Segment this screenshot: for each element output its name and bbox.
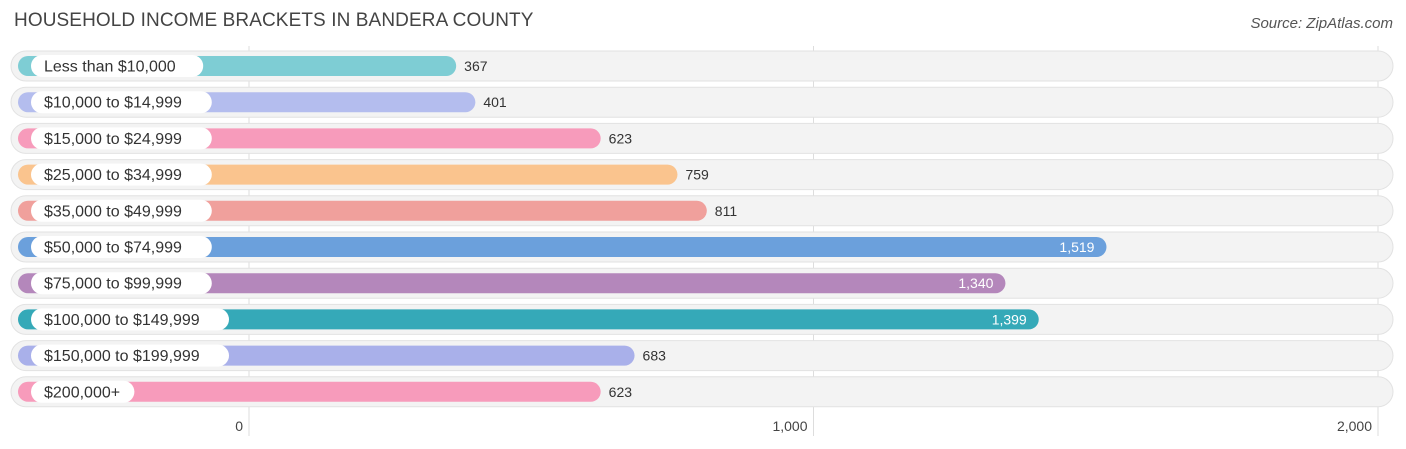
- bar-row: $200,000+ 623: [10, 376, 1394, 408]
- bar-row: $25,000 to $34,999 759: [10, 159, 1394, 191]
- category-label: $75,000 to $99,999: [44, 276, 182, 293]
- category-pill: [31, 91, 212, 114]
- category-pill: [31, 127, 212, 150]
- category-pill: [31, 344, 229, 367]
- category-pill: [31, 236, 212, 258]
- bar-row: $75,000 to $99,999 1,340: [10, 267, 1394, 299]
- bar-row: $35,000 to $49,999 811: [10, 195, 1394, 227]
- bar-row: $15,000 to $24,999 623: [10, 122, 1394, 154]
- value-label: 759: [685, 167, 709, 183]
- chart-title: HOUSEHOLD INCOME BRACKETS IN BANDERA COU…: [14, 10, 534, 31]
- category-label: $100,000 to $149,999: [44, 312, 200, 329]
- value-label: 367: [464, 58, 488, 74]
- value-label: 1,519: [1059, 239, 1094, 255]
- category-pill: [31, 272, 212, 295]
- tick-label: 0: [235, 418, 243, 434]
- bar-row: $50,000 to $74,999 1,519: [10, 231, 1394, 263]
- value-label: 683: [643, 348, 667, 364]
- tick-label: 2,000: [1337, 418, 1372, 434]
- bar: [18, 273, 1006, 294]
- category-label: $10,000 to $14,999: [44, 95, 182, 112]
- bar-row: $150,000 to $199,999 683: [10, 340, 1394, 372]
- bar-row: $100,000 to $149,999 1,399: [10, 303, 1394, 335]
- bar-row: Less than $10,000 367: [10, 50, 1394, 82]
- category-label: $50,000 to $74,999: [44, 240, 182, 257]
- value-label: 1,340: [958, 275, 993, 291]
- value-label: 623: [609, 384, 633, 400]
- value-label: 811: [715, 203, 738, 219]
- value-label: 401: [483, 94, 507, 110]
- bar: [18, 381, 601, 402]
- value-label: 1,399: [992, 311, 1027, 327]
- bar: [18, 237, 1107, 257]
- category-label: $200,000+: [44, 384, 120, 401]
- category-pill: [31, 308, 229, 331]
- value-label: 623: [609, 130, 633, 146]
- category-label: $35,000 to $49,999: [44, 203, 182, 220]
- category-label: $150,000 to $199,999: [44, 348, 200, 365]
- source-note: Source: ZipAtlas.com: [1250, 15, 1393, 32]
- category-pill: [31, 55, 204, 77]
- bar: [18, 309, 1039, 330]
- tick-label: 1,000: [772, 418, 807, 434]
- category-label: Less than $10,000: [44, 59, 176, 76]
- category-pill: [31, 380, 135, 403]
- x-axis: 0 1,000 2,000: [235, 418, 1372, 434]
- category-pill: [31, 163, 212, 186]
- category-label: $15,000 to $24,999: [44, 131, 182, 148]
- category-pill: [31, 199, 212, 222]
- category-label: $25,000 to $34,999: [44, 167, 182, 184]
- bar-row: $10,000 to $14,999 401: [10, 86, 1394, 118]
